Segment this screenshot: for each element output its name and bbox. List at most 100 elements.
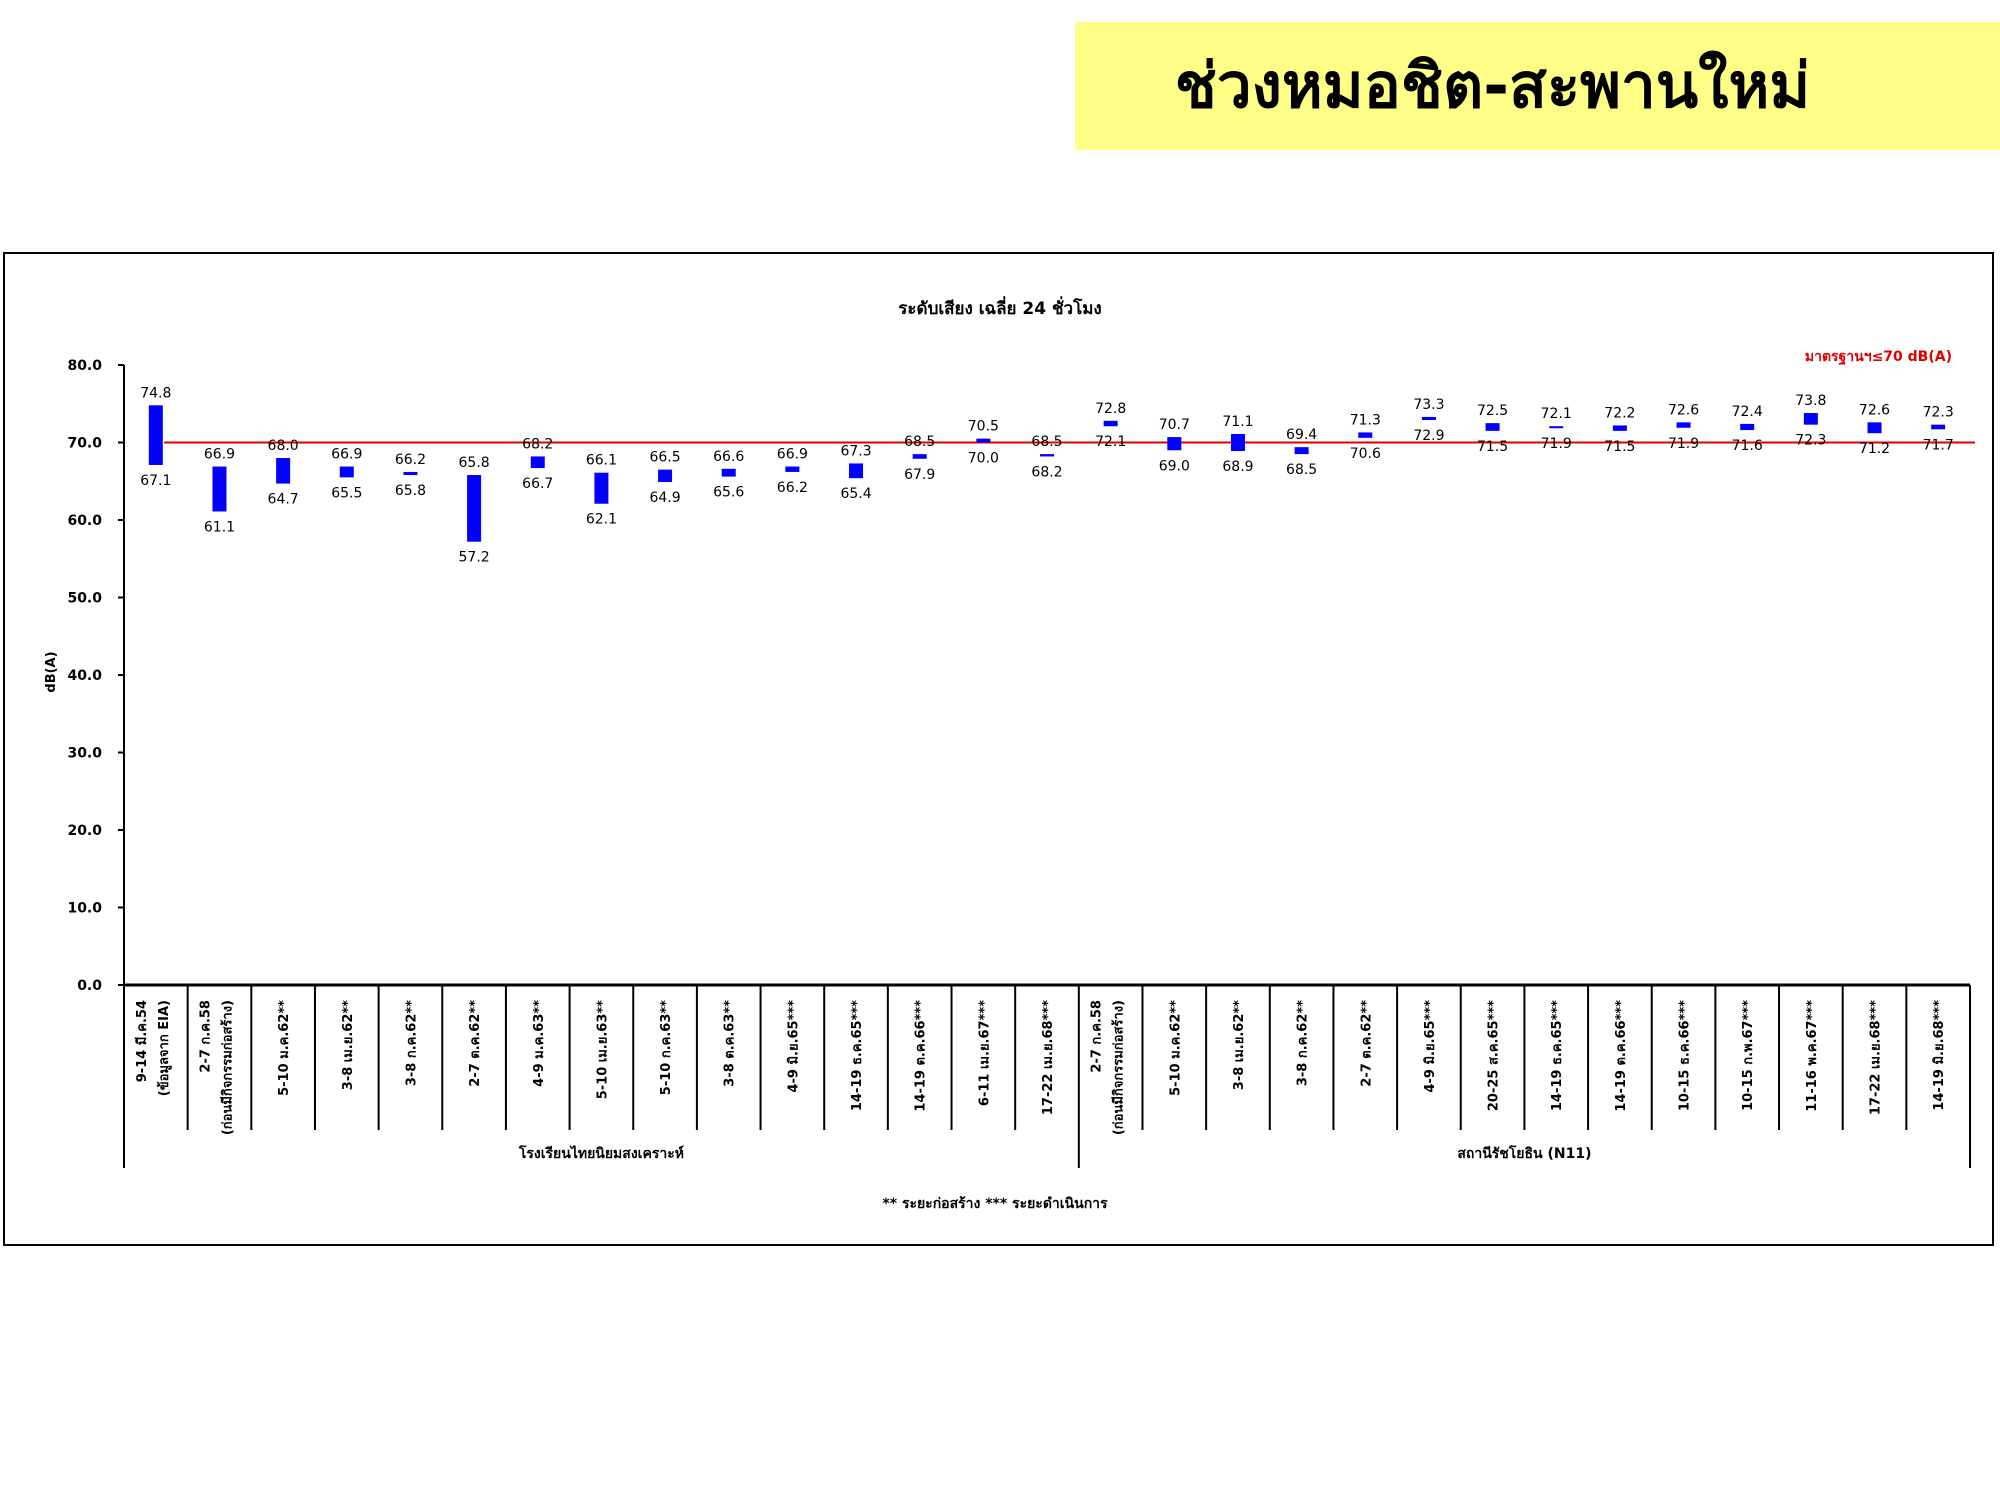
category-label: 17-22 เม.ย.68***	[1041, 1000, 1056, 1115]
max-value-label: 72.3	[1923, 405, 1954, 421]
max-value-label: 66.9	[204, 447, 235, 463]
min-value-label: 69.0	[1159, 458, 1190, 474]
min-value-label: 67.1	[140, 473, 171, 489]
range-bar	[1931, 424, 1946, 430]
y-tick-label: 40.0	[67, 668, 102, 684]
max-value-label: 72.5	[1477, 403, 1508, 419]
max-value-label: 66.9	[331, 447, 362, 463]
range-bar	[1103, 420, 1118, 427]
y-tick-label: 80.0	[67, 358, 102, 374]
max-value-label: 72.2	[1604, 405, 1635, 421]
range-bar	[721, 468, 736, 477]
max-value-label: 74.8	[140, 385, 171, 401]
max-value-label: 68.5	[1031, 434, 1062, 450]
range-bar	[785, 466, 800, 472]
chart-frame	[3, 252, 1994, 1246]
category-label: 14-19 ต.ค.66***	[914, 1000, 929, 1112]
category-label: 17-22 เม.ย.68***	[1869, 1000, 1884, 1115]
category-label: 2-7 ก.ค.58	[198, 1000, 213, 1073]
group-label: โรงเรียนไทยนิยมสงเคราะห์	[518, 1144, 684, 1162]
category-label: 2-7 ต.ค.62**	[468, 1000, 483, 1087]
range-bar	[1549, 426, 1564, 429]
range-bar	[1230, 433, 1245, 452]
range-bar	[1421, 416, 1436, 421]
min-value-label: 71.5	[1477, 439, 1508, 455]
range-bar	[594, 472, 609, 504]
min-value-label: 64.7	[268, 492, 299, 508]
category-label: 20-25 ส.ค.65***	[1487, 1000, 1502, 1111]
range-bar	[467, 475, 482, 542]
max-value-label: 66.2	[395, 452, 426, 468]
category-label: 14-19 มิ.ย.68***	[1932, 1000, 1947, 1111]
min-value-label: 57.2	[459, 550, 490, 566]
min-value-label: 71.6	[1732, 438, 1763, 454]
range-bar	[976, 438, 991, 443]
range-bar	[530, 456, 545, 469]
max-value-label: 70.5	[968, 419, 999, 435]
max-value-label: 73.3	[1413, 397, 1444, 413]
min-value-label: 71.2	[1859, 441, 1890, 457]
range-bar	[1040, 454, 1054, 457]
min-value-label: 71.9	[1668, 436, 1699, 452]
category-label: 4-9 มิ.ย.65***	[1423, 1000, 1438, 1093]
max-value-label: 66.6	[713, 449, 744, 465]
y-tick-label: 20.0	[67, 823, 102, 839]
category-label: 10-15 ก.พ.67***	[1741, 1000, 1756, 1111]
category-label: 3-8 ก.ค.62**	[404, 1000, 419, 1086]
min-value-label: 68.9	[1222, 459, 1253, 475]
category-label: 5-10 เม.ย.63**	[595, 1000, 610, 1099]
range-bar	[1358, 432, 1373, 438]
min-value-label: 72.1	[1095, 434, 1126, 450]
range-bar	[1294, 447, 1309, 455]
y-tick-label: 50.0	[67, 591, 102, 607]
min-value-label: 71.5	[1604, 439, 1635, 455]
category-label: (ก่อนมีกิจกรรมก่อสร้าง)	[219, 1000, 235, 1135]
max-value-label: 68.2	[522, 436, 553, 452]
category-label: 5-10 ก.ค.63**	[659, 1000, 674, 1095]
min-value-label: 70.0	[968, 451, 999, 467]
min-value-label: 66.7	[522, 476, 553, 492]
min-value-label: 65.5	[331, 485, 362, 501]
max-value-label: 72.1	[1541, 406, 1572, 422]
category-label: 5-10 ม.ค.62**	[277, 1000, 292, 1096]
category-label: 6-11 เม.ย.67***	[977, 1000, 992, 1106]
range-bar	[1676, 422, 1691, 428]
range-bar	[1612, 425, 1627, 431]
min-value-label: 67.9	[904, 467, 935, 483]
range-bar	[1485, 423, 1500, 431]
category-label: 3-8 ก.ค.62**	[1296, 1000, 1311, 1086]
range-bar	[1167, 437, 1182, 451]
category-label: 2-7 ต.ค.62**	[1359, 1000, 1374, 1087]
min-value-label: 71.9	[1541, 436, 1572, 452]
category-label: 14-19 ธ.ค.65***	[850, 1000, 865, 1111]
category-label: 5-10 ม.ค.62**	[1168, 1000, 1183, 1096]
max-value-label: 72.6	[1859, 402, 1890, 418]
min-value-label: 68.2	[1031, 464, 1062, 480]
group-label: สถานีรัชโยธิน (N11)	[1457, 1144, 1591, 1162]
range-bar	[148, 405, 163, 465]
min-value-label: 66.2	[777, 480, 808, 496]
chart-title: ระดับเสียง เฉลี่ย 24 ชั่วโมง	[898, 296, 1101, 319]
range-bar	[403, 471, 418, 476]
standard-label: มาตรฐานฯ≤70 dB(A)	[1805, 349, 1952, 366]
page-title: ช่วงหมอชิต-สะพานใหม่	[1174, 49, 1811, 122]
category-label: 4-9 ม.ค.63**	[532, 1000, 547, 1087]
max-value-label: 66.9	[777, 447, 808, 463]
max-value-label: 68.5	[904, 434, 935, 450]
min-value-label: 61.1	[204, 519, 235, 535]
min-value-label: 65.8	[395, 483, 426, 499]
min-value-label: 65.6	[713, 485, 744, 501]
min-value-label: 72.3	[1795, 433, 1826, 449]
min-value-label: 64.9	[649, 490, 680, 506]
max-value-label: 72.8	[1095, 401, 1126, 417]
y-tick-label: 0.0	[77, 978, 102, 994]
title-banner: ช่วงหมอชิต-สะพานใหม่	[1075, 22, 2000, 150]
footnote: ** ระยะก่อสร้าง *** ระยะดำเนินการ	[882, 1196, 1108, 1212]
min-value-label: 70.6	[1350, 446, 1381, 462]
category-label: 10-15 ธ.ค.66***	[1678, 1000, 1693, 1111]
y-axis-label: dB(A)	[44, 651, 59, 692]
max-value-label: 68.0	[268, 438, 299, 454]
range-bar	[1803, 413, 1818, 425]
category-label: 11-16 พ.ค.67***	[1805, 1000, 1820, 1112]
